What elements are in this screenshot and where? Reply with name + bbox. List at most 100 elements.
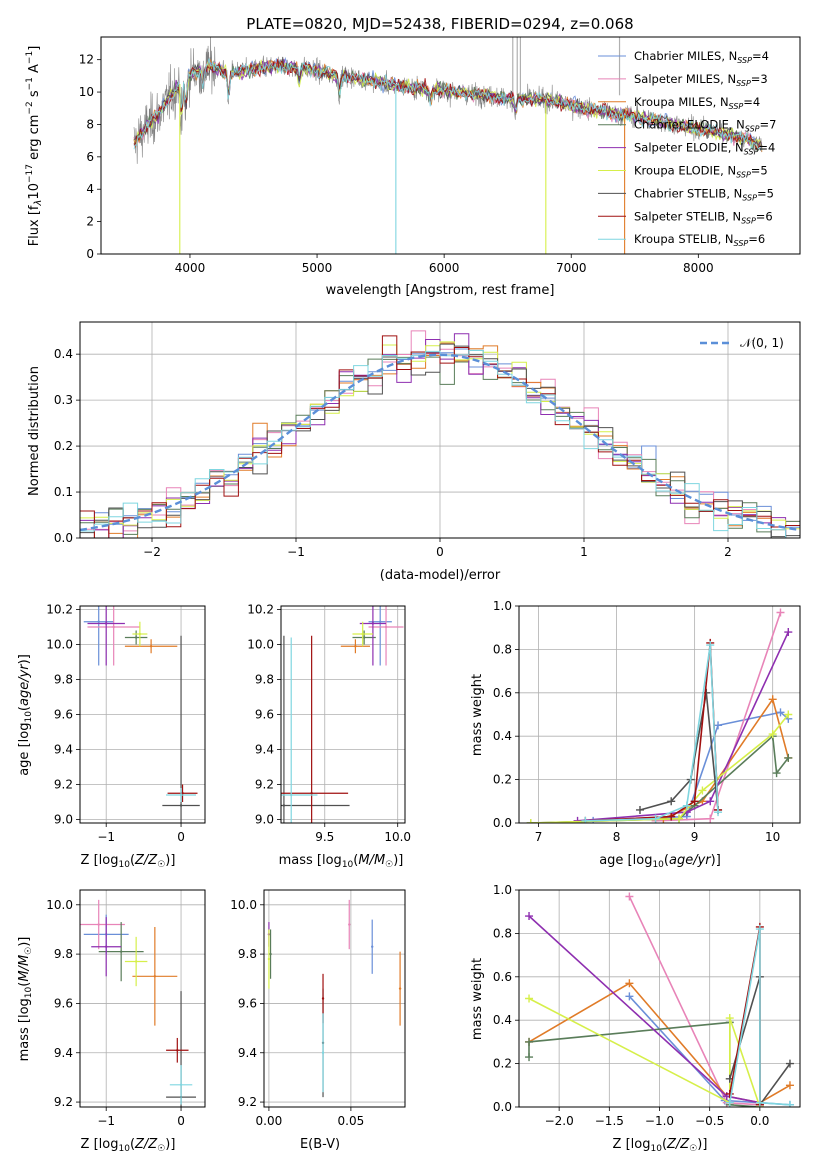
data-point (134, 960, 138, 963)
data-point (153, 975, 157, 978)
plus-marker (725, 1014, 734, 1023)
plus-marker (667, 812, 676, 821)
x-tick-label: −1.5 (595, 1114, 624, 1128)
axes-frame (79, 889, 206, 1108)
plus-marker (776, 708, 785, 717)
legend-label: Chabrier STELIB, NSSP=5 (634, 186, 774, 202)
plus-marker (785, 1059, 794, 1068)
data-point (97, 620, 100, 623)
spectrum-panel: wavelength [Angstrom, rest frame] Flux [… (25, 36, 801, 298)
plus-marker (525, 912, 534, 921)
y-tick-label: 1.0 (493, 883, 512, 897)
errorbar-group (80, 899, 197, 1107)
mass-weight-line (577, 631, 790, 822)
plus-marker (772, 769, 781, 778)
plus-marker (725, 1089, 734, 1098)
mass-weight-line (663, 697, 790, 820)
y-tick-label: 10 (79, 85, 94, 99)
y-tick-label: 0.2 (493, 773, 512, 787)
data-point (179, 804, 183, 807)
plus-marker (625, 892, 634, 901)
x-tick-label: 2 (724, 545, 732, 559)
x-tick-label: 8000 (683, 261, 714, 275)
y-tick-label: 0.4 (493, 729, 512, 743)
y-tick-label: 9.2 (238, 1095, 257, 1109)
ageZ-xlabel: Z [log10(Z/Z☉)] (81, 853, 176, 870)
axes-frame (79, 321, 801, 539)
y-tick-label: 1.0 (493, 599, 512, 613)
y-tick-label: 9.0 (54, 813, 73, 827)
y-tick-label: 9.6 (238, 996, 257, 1010)
y-tick-label: 9.8 (54, 947, 73, 961)
x-tick-label: 7 (535, 830, 543, 844)
plus-marker (525, 1053, 534, 1062)
x-tick-label: −0.5 (695, 1114, 724, 1128)
plus-marker (714, 808, 723, 817)
x-tick-label: −1 (287, 545, 305, 559)
data-point (290, 793, 293, 797)
y-tick-label: 10.0 (247, 638, 274, 652)
y-tick-label: 0.4 (54, 347, 73, 361)
data-point (371, 622, 375, 625)
plus-marker (690, 797, 699, 806)
ageM-xlabel: mass [log10(M/M☉)] (279, 853, 404, 870)
y-tick-label: 9.8 (54, 673, 73, 687)
model-spectrum-line (133, 56, 763, 148)
x-tick-label: −1 (97, 830, 115, 844)
data-point (267, 957, 271, 961)
x-tick-label: 8 (613, 830, 621, 844)
legend-label: Kroupa STELIB, NSSP=6 (634, 232, 765, 248)
y-tick-label: 10.0 (230, 898, 257, 912)
data-point (348, 923, 351, 926)
y-tick-label: 9.2 (54, 1095, 73, 1109)
y-tick-label: 9.8 (255, 673, 274, 687)
x-tick-label: 9.5 (315, 830, 334, 844)
plus-marker (784, 710, 793, 719)
y-tick-label: 0.6 (493, 686, 512, 700)
data-point (112, 625, 115, 629)
plus-marker (784, 628, 793, 637)
y-tick-label: 9.2 (54, 778, 73, 792)
plus-marker (526, 819, 535, 823)
mass-weight-vs-metallicity-panel: Z [log10(Z/Z☉)] mass weight −2.0 −1.5 −1.0… (470, 883, 801, 1154)
plus-marker (714, 721, 723, 730)
x-tick-label: −2 (143, 545, 161, 559)
y-tick-label: 0.8 (493, 642, 512, 656)
data-point (104, 622, 108, 625)
x-tick-label: 1 (580, 545, 588, 559)
y-tick-label: 10.2 (247, 603, 274, 617)
data-point (398, 987, 402, 990)
data-point (384, 625, 388, 629)
data-point (321, 997, 325, 1000)
plus-marker (784, 753, 793, 762)
data-point (104, 945, 108, 948)
y-tick-label: 0.4 (493, 1013, 512, 1027)
data-point (119, 950, 123, 953)
y-tick-label: 9.4 (238, 1046, 257, 1060)
y-tick-label: 6 (86, 150, 94, 164)
residuals-ylabel: Normed distribution (27, 366, 42, 496)
plus-marker (755, 1098, 764, 1107)
plus-marker (625, 979, 634, 988)
y-tick-label: 10.2 (46, 603, 73, 617)
residuals-xlabel: (data-model)/error (380, 568, 501, 583)
data-point (362, 636, 366, 639)
mass-weight-line (528, 997, 761, 1107)
plus-marker (755, 925, 764, 934)
x-tick-label: 9 (691, 830, 699, 844)
y-tick-label: 12 (79, 53, 94, 67)
age-vs-mass-panel: mass [log10(M/M☉)] 9.5 10.0 9.0 9.2 9.4 9.6 9.… (247, 603, 411, 871)
data-point (371, 945, 374, 948)
plus-marker (581, 816, 590, 823)
plus-marker (682, 801, 691, 810)
legend-label: Salpeter ELODIE, NSSP=4 (634, 141, 775, 157)
axes-frame (280, 605, 406, 824)
y-tick-label: 0.1 (54, 485, 73, 499)
spectrum-ylabel: Flux [fλ10−17 erg cm−2 s−1 A−1] (25, 46, 44, 247)
mass-weight-line (628, 896, 760, 1106)
y-tick-label: 9.0 (255, 813, 274, 827)
axes-frame (263, 889, 406, 1108)
axes-frame (518, 889, 801, 1108)
y-tick-label: 0.3 (54, 393, 73, 407)
model-spectrum-line (133, 58, 763, 151)
